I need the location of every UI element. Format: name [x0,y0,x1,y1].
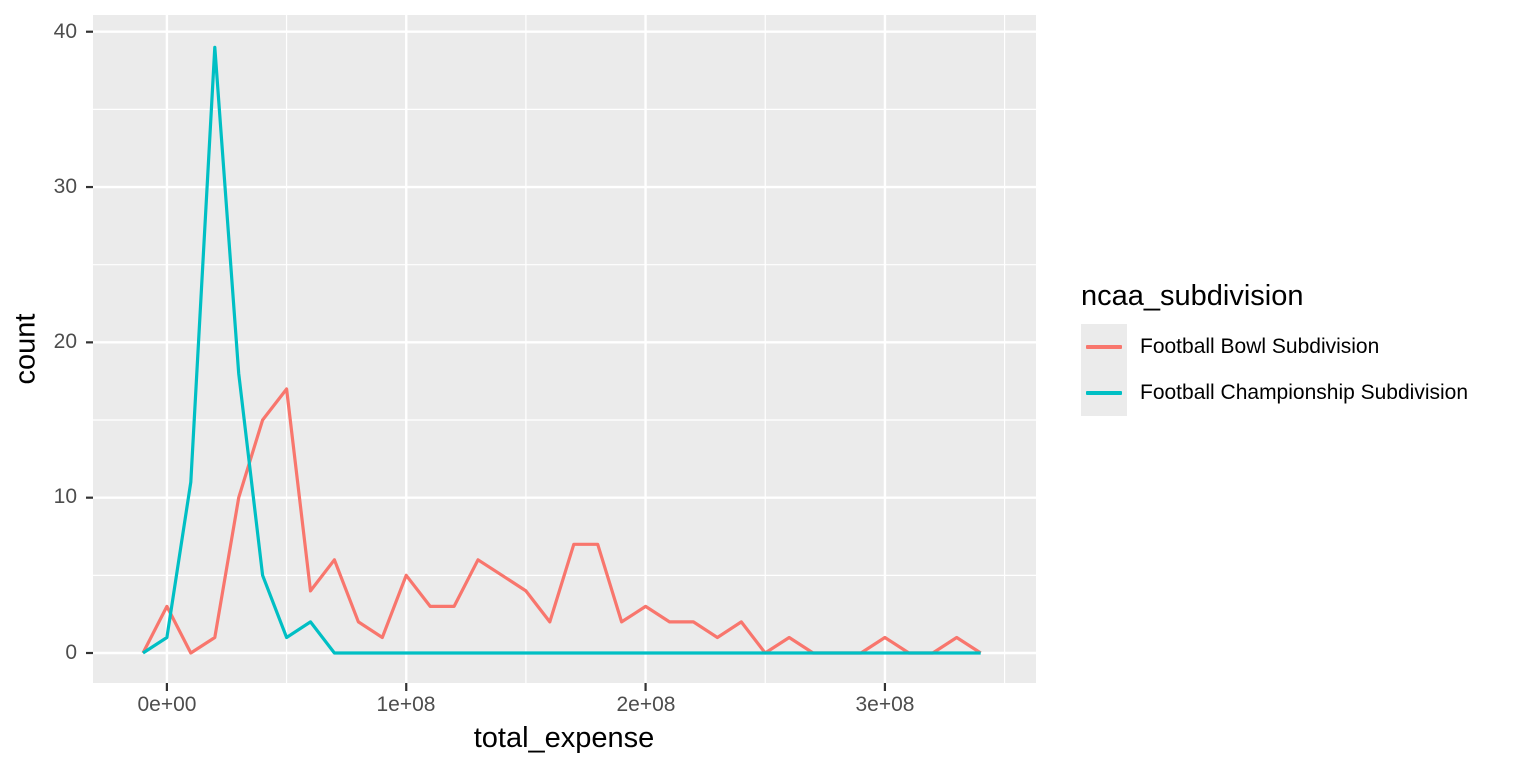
legend-key-fbs [1081,324,1127,370]
legend: ncaa_subdivision Football Bowl Subdivisi… [1081,280,1468,416]
legend-entry-fcs: Football Championship Subdivision [1081,370,1468,416]
y-tick-label-10: 10 [53,485,77,508]
x-tick-label-2e08: 2e+08 [616,693,676,716]
fbs-line-swatch-icon [1086,345,1122,349]
x-tick-label-3e08: 3e+08 [855,693,915,716]
series-line-fcs [142,45,981,655]
legend-label-fbs: Football Bowl Subdivision [1140,335,1380,358]
legend-key-fcs [1081,370,1127,416]
y-tick-label-0: 0 [65,641,77,664]
x-tick-label-0e00: 0e+00 [137,693,197,716]
legend-title: ncaa_subdivision [1081,280,1304,312]
y-tick-label-20: 20 [53,330,77,353]
y-axis-title: count [9,313,42,385]
legend-label-fcs: Football Championship Subdivision [1140,381,1469,404]
fcs-line-swatch-icon [1086,391,1122,395]
y-tick-label-40: 40 [53,20,77,43]
panel-background [93,15,1036,683]
x-tick-label-1e08: 1e+08 [376,693,436,716]
legend-entry-fbs: Football Bowl Subdivision [1081,324,1468,370]
y-tick-label-30: 30 [53,175,77,198]
x-axis-title: total_expense [473,722,655,754]
